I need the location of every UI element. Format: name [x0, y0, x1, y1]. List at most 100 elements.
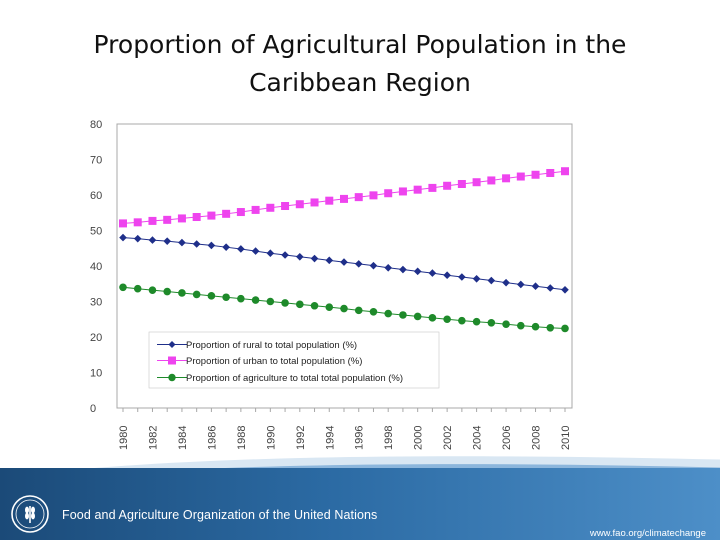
data-point-urban: [443, 181, 452, 190]
data-point-rural: [178, 238, 186, 247]
y-tick-label: 50: [90, 226, 102, 238]
data-point-agri: [178, 289, 186, 297]
x-tick-label: 2002: [442, 426, 454, 450]
data-point-agri: [207, 292, 216, 300]
data-point-agri: [192, 290, 201, 299]
data-point-rural: [502, 278, 510, 287]
data-point-urban: [148, 216, 157, 225]
data-point-urban: [457, 179, 466, 188]
data-point-urban: [325, 196, 334, 205]
data-point-urban: [398, 187, 407, 196]
y-tick-label: 0: [90, 403, 96, 415]
x-tick-label: 1984: [177, 426, 189, 450]
y-axis: 0 10 20 30 40 50 60 70 80: [90, 119, 102, 415]
legend: Proportion of rural to total population …: [148, 331, 440, 389]
data-point-urban: [340, 194, 348, 203]
data-point-rural: [119, 233, 127, 242]
data-point-agri: [325, 303, 334, 311]
data-point-urban: [207, 211, 216, 220]
y-tick-label: 60: [90, 190, 102, 202]
x-tick-label: 1992: [295, 426, 307, 450]
data-point-rural: [133, 234, 142, 243]
data-point-agri: [561, 324, 569, 333]
legend-box: [148, 331, 440, 389]
data-point-rural: [266, 249, 275, 258]
data-point-rural: [546, 284, 555, 292]
data-point-urban: [192, 213, 201, 222]
data-point-rural: [369, 261, 378, 270]
organization-name: Food and Agriculture Organization of the…: [62, 508, 378, 522]
x-tick-label: 1988: [236, 426, 248, 450]
data-point-rural: [340, 258, 348, 266]
data-point-rural: [354, 260, 363, 268]
x-tick-label: 1996: [354, 426, 366, 450]
footer-band: [0, 468, 720, 540]
x-tick-label: 2006: [501, 426, 513, 450]
data-point-urban: [561, 167, 569, 176]
y-tick-label: 10: [90, 368, 102, 380]
data-point-agri: [413, 312, 422, 321]
data-point-agri: [266, 297, 275, 306]
x-tick-label: 1998: [383, 426, 395, 450]
data-point-agri: [399, 311, 407, 319]
y-tick-label: 40: [90, 261, 102, 273]
data-point-rural: [192, 240, 201, 248]
data-point-agri: [310, 301, 319, 310]
data-point-rural: [281, 251, 289, 259]
data-point-urban: [133, 218, 142, 227]
legend-marker-agri: [168, 373, 176, 382]
data-point-urban: [428, 183, 437, 192]
y-tick-label: 20: [90, 332, 102, 344]
data-point-rural: [222, 243, 230, 251]
data-point-agri: [531, 322, 540, 331]
slide-title-line-2: Caribbean Region: [249, 68, 471, 97]
data-point-rural: [487, 276, 496, 285]
data-point-urban: [502, 174, 511, 183]
data-point-agri: [546, 323, 555, 332]
data-point-urban: [251, 205, 260, 214]
legend-label-agri: Proportion of agriculture to total total…: [186, 373, 403, 384]
data-point-rural: [472, 274, 481, 283]
data-point-urban: [354, 193, 363, 202]
data-point-urban: [163, 215, 172, 224]
x-tick-label: 2008: [531, 426, 543, 450]
x-tick-label: 2000: [413, 426, 425, 450]
data-point-urban: [119, 219, 127, 228]
x-tick-label: 1980: [118, 426, 130, 450]
data-point-rural: [325, 256, 334, 265]
data-point-agri: [369, 307, 378, 316]
data-point-agri: [222, 293, 230, 302]
data-point-rural: [517, 280, 525, 289]
data-point-agri: [502, 320, 510, 329]
data-point-agri: [517, 321, 525, 330]
fao-logo: [11, 495, 49, 533]
x-tick-label: 1986: [206, 426, 218, 450]
x-tick-label: 2004: [472, 426, 484, 450]
y-tick-label: 80: [90, 119, 102, 131]
x-tick-label: 1982: [147, 426, 159, 450]
data-point-rural: [296, 252, 304, 261]
data-point-urban: [236, 208, 245, 217]
data-point-agri: [443, 315, 451, 324]
data-point-agri: [340, 304, 348, 313]
data-point-rural: [310, 254, 319, 263]
data-point-rural: [251, 247, 260, 255]
data-point-urban: [531, 170, 540, 179]
data-point-rural: [413, 267, 422, 276]
data-point-agri: [251, 296, 260, 304]
x-tick-label: 1990: [265, 426, 277, 450]
data-point-urban: [295, 200, 304, 209]
data-point-rural: [207, 241, 216, 250]
x-axis: 1980 1982 1984 1986 1988 1990 1992 1994 1996 1998…: [118, 408, 572, 450]
data-point-urban: [546, 168, 555, 177]
data-point-urban: [266, 203, 275, 212]
data-point-agri: [133, 284, 142, 293]
website-url[interactable]: www.fao.org/climatechange: [589, 528, 706, 539]
data-point-rural: [561, 285, 569, 294]
data-point-agri: [384, 309, 393, 318]
data-point-urban: [222, 209, 231, 218]
data-point-agri: [428, 314, 437, 322]
data-point-rural: [148, 236, 157, 244]
data-point-agri: [472, 317, 481, 326]
